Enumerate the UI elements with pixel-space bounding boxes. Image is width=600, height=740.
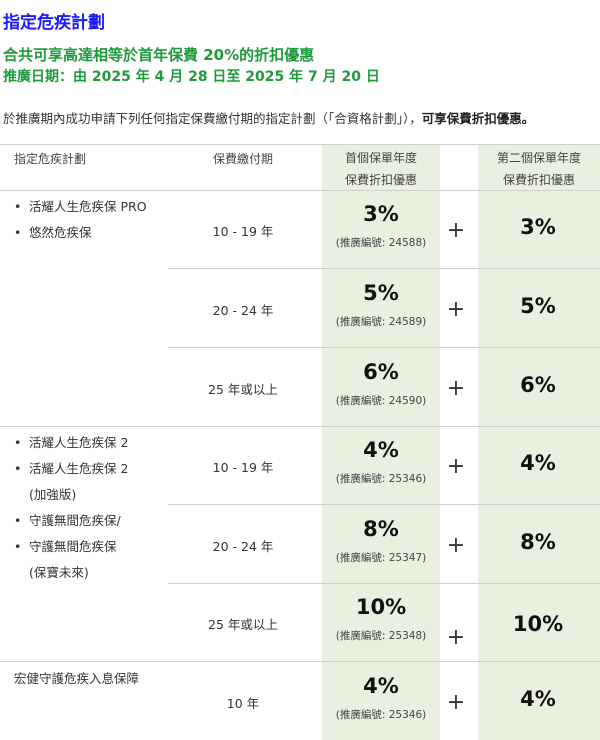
first-year-discount: 5% <box>363 281 399 305</box>
plan-name: • 守護無間危疾保/ <box>14 508 128 534</box>
plus-icon: + <box>446 376 466 401</box>
plan-list: • 活耀人生危疾保 PRO • 悠然危疾保 <box>14 194 147 246</box>
header-bottom-border <box>0 190 600 191</box>
row-divider <box>168 268 600 269</box>
payment-term: 20 - 24 年 <box>212 303 274 318</box>
header-first-year: 首個保單年度 保費折扣優惠 <box>322 147 440 191</box>
plan-name: 宏健守護危疾入息保障 <box>14 666 139 692</box>
plan-label: (保寶未來) <box>29 565 89 580</box>
second-year-discount: 10% <box>512 612 564 636</box>
bullet-icon: • <box>14 513 22 528</box>
plus-icon: + <box>446 533 466 558</box>
header-plan: 指定危疾計劃 <box>14 152 87 166</box>
second-year-discount: 6% <box>520 373 556 397</box>
plan-label: (加強版) <box>29 487 77 502</box>
header-second-year-line1: 第二個保單年度 <box>496 151 581 165</box>
first-year-discount: 10% <box>355 595 407 619</box>
header-first-year-line2: 保費折扣優惠 <box>344 173 417 187</box>
second-year-column-bg <box>478 145 600 740</box>
intro-emphasis: 可享保費折扣優惠。 <box>421 111 535 126</box>
plan-name: • 活耀人生危疾保 2 <box>14 456 128 482</box>
payment-term: 10 - 19 年 <box>212 224 274 239</box>
promo-code: (推廣編號: 24588) <box>335 237 427 249</box>
plan-label: 守護無間危疾保 <box>29 539 117 554</box>
header-term: 保費繳付期 <box>212 152 273 166</box>
header-second-year-line2: 保費折扣優惠 <box>502 173 575 187</box>
first-year-discount: 4% <box>363 674 399 698</box>
first-year-discount: 4% <box>363 438 399 462</box>
plan-name: (保寶未來) <box>14 560 128 586</box>
plan-name: • 活耀人生危疾保 2 <box>14 430 128 456</box>
first-year-discount: 8% <box>363 517 399 541</box>
plan-name: • 守護無間危疾保 <box>14 534 128 560</box>
second-year-discount: 4% <box>520 451 556 475</box>
plan-label: 活耀人生危疾保 PRO <box>29 199 147 214</box>
payment-term: 25 年或以上 <box>208 617 278 632</box>
plan-name: • 悠然危疾保 <box>14 220 147 246</box>
row-divider <box>0 661 600 662</box>
plan-name: • 活耀人生危疾保 PRO <box>14 194 147 220</box>
row-divider <box>0 426 600 427</box>
bullet-icon: • <box>14 539 22 554</box>
row-divider <box>168 504 600 505</box>
plan-label: 守護無間危疾保/ <box>29 513 121 528</box>
promo-period: 推廣日期：由 2025 年 4 月 28 日至 2025 年 7 月 20 日 <box>3 69 380 85</box>
plan-name: (加強版) <box>14 482 128 508</box>
promo-code: (推廣編號: 25348) <box>335 630 427 642</box>
promo-code: (推廣編號: 24589) <box>335 316 427 328</box>
bullet-icon: • <box>14 199 22 214</box>
header-first-year-line1: 首個保單年度 <box>344 151 417 165</box>
intro-paragraph: 於推廣期內成功申請下列任何指定保費繳付期的指定計劃（「合資格計劃」），可享保費折… <box>3 108 534 127</box>
header-top-border <box>0 144 600 145</box>
second-year-discount: 8% <box>520 530 556 554</box>
plan-list: 宏健守護危疾入息保障 <box>14 666 139 692</box>
row-divider <box>168 347 600 348</box>
payment-term: 25 年或以上 <box>208 382 278 397</box>
plan-label: 活耀人生危疾保 2 <box>29 435 129 450</box>
plus-icon: + <box>446 690 466 715</box>
bullet-icon: • <box>14 225 22 240</box>
promo-code: (推廣編號: 25347) <box>335 552 427 564</box>
bullet-icon: • <box>14 435 22 450</box>
page-title: 指定危疾計劃 <box>3 13 105 33</box>
first-year-discount: 3% <box>363 202 399 226</box>
plan-list: • 活耀人生危疾保 2 • 活耀人生危疾保 2 (加強版) • 守護無間危疾保/ • 守護無間危… <box>14 430 128 586</box>
header-second-year: 第二個保單年度 保費折扣優惠 <box>478 147 600 191</box>
plan-label: 悠然危疾保 <box>29 225 92 240</box>
promo-code: (推廣編號: 24590) <box>335 395 427 407</box>
second-year-discount: 3% <box>520 215 556 239</box>
promo-headline: 合共可享高達相等於首年保費 20%的折扣優惠 <box>3 46 315 64</box>
second-year-discount: 5% <box>520 294 556 318</box>
promo-code: (推廣編號: 25346) <box>335 473 427 485</box>
first-year-column-bg <box>322 145 440 740</box>
plus-icon: + <box>446 218 466 243</box>
plus-icon: + <box>446 625 466 650</box>
second-year-discount: 4% <box>520 687 556 711</box>
plus-icon: + <box>446 297 466 322</box>
plan-label: 宏健守護危疾入息保障 <box>14 671 140 686</box>
intro-text: 於推廣期內成功申請下列任何指定保費繳付期的指定計劃（「合資格計劃」）， <box>3 111 422 126</box>
promo-code: (推廣編號: 25346) <box>335 709 427 721</box>
plus-icon: + <box>446 454 466 479</box>
payment-term: 20 - 24 年 <box>212 539 274 554</box>
bullet-icon: • <box>14 461 22 476</box>
payment-term: 10 年 <box>226 696 260 711</box>
payment-term: 10 - 19 年 <box>212 460 274 475</box>
plan-label: 活耀人生危疾保 2 <box>29 461 129 476</box>
first-year-discount: 6% <box>363 360 399 384</box>
row-divider <box>168 583 600 584</box>
